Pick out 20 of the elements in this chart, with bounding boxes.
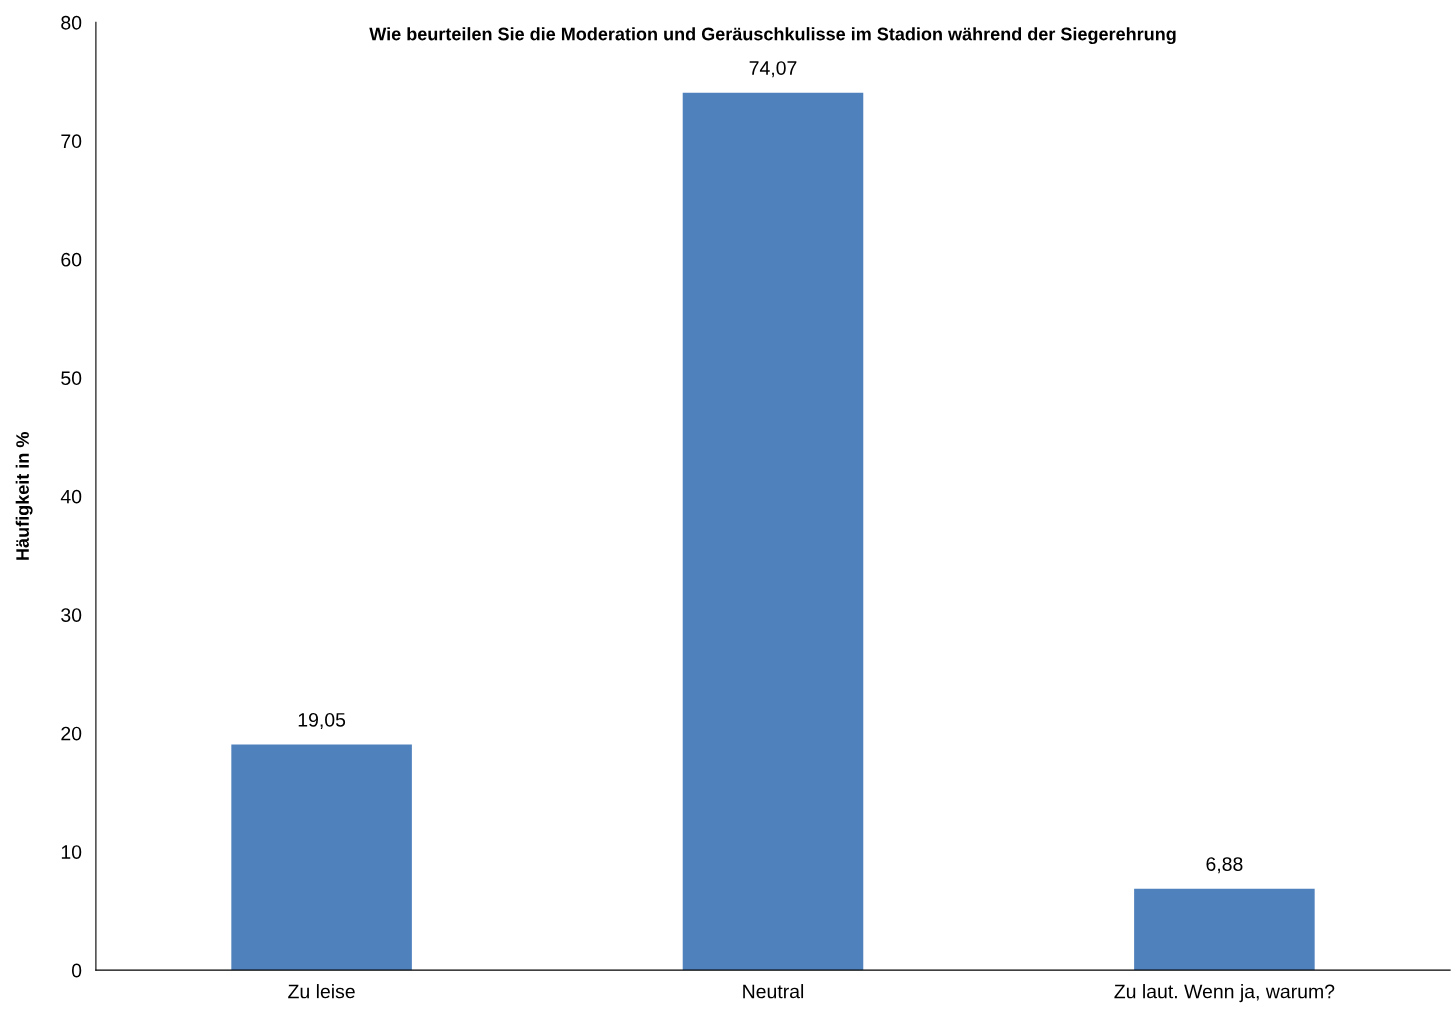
y-tick-label: 70 <box>61 134 82 149</box>
data-label: 74,07 <box>749 61 797 78</box>
y-tick-label: 60 <box>61 252 82 267</box>
data-label: 19,05 <box>298 712 346 730</box>
y-tick-label: 30 <box>61 608 82 622</box>
y-tick-label: 0 <box>71 963 82 978</box>
x-tick-label: Zu laut. Wenn ja, warum? <box>1114 984 1335 1003</box>
bar <box>682 92 864 971</box>
y-tick-label: 40 <box>60 489 82 504</box>
bar <box>231 744 412 971</box>
y-tick-label: 50 <box>61 371 82 386</box>
y-axis-title: Häufigkeit in % <box>15 432 33 560</box>
data-label: 6,88 <box>1206 857 1243 874</box>
x-tick-label: Zu leise <box>288 984 355 999</box>
x-tick-label: Neutral <box>743 984 804 999</box>
y-tick-label: 10 <box>61 845 82 859</box>
y-tick-label: 20 <box>61 726 82 741</box>
bar <box>1134 888 1315 971</box>
chart-title: Wie beurteilen Sie die Moderation und Geräuschkulisse im Stadion während der Siegerehrung <box>369 27 1176 45</box>
y-tick-label: 80 <box>61 15 82 30</box>
